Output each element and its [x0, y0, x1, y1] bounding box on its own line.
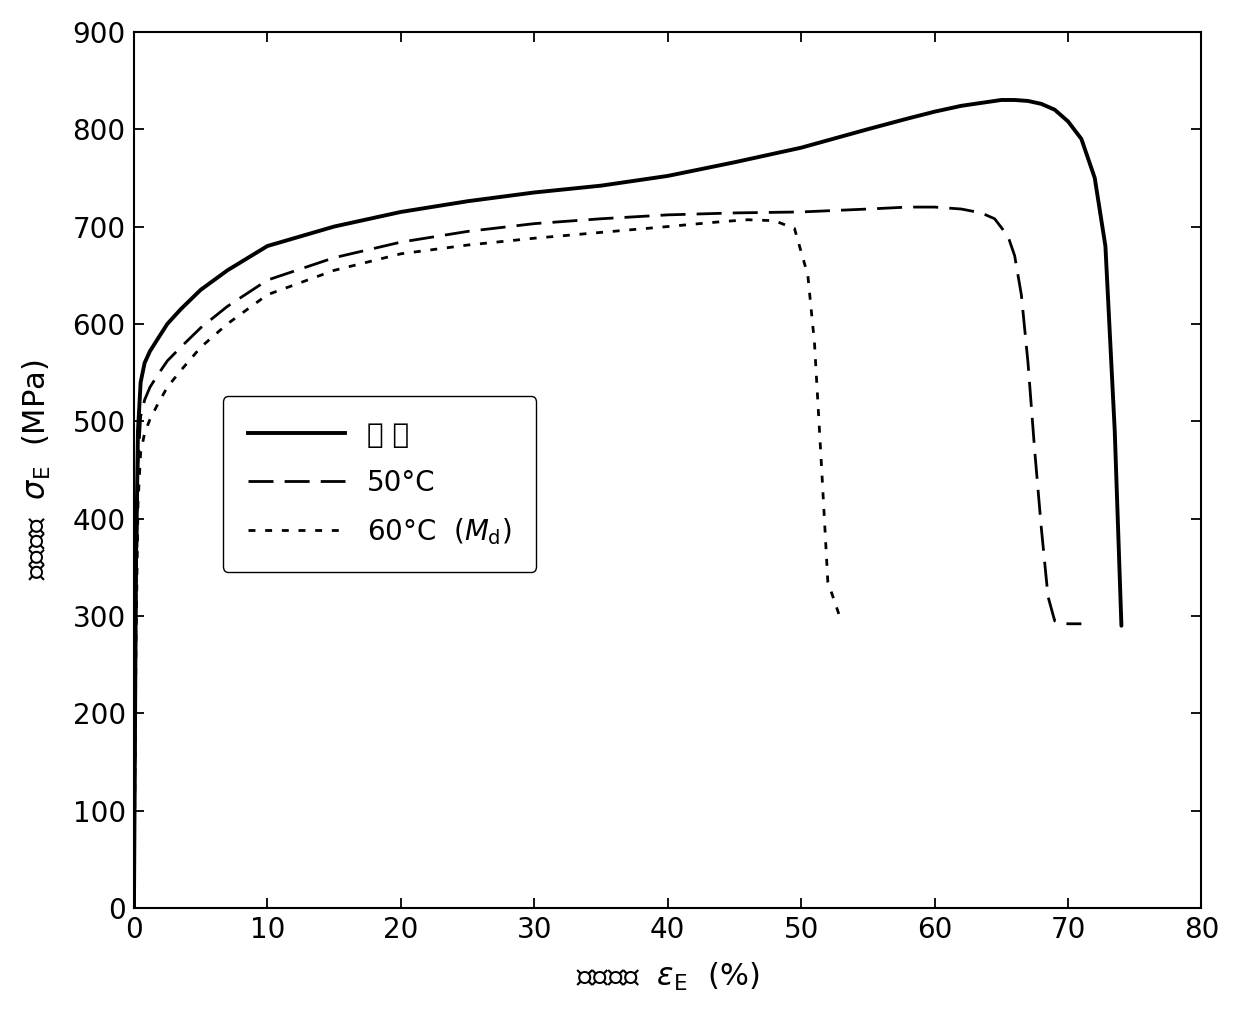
X-axis label: 工程应变  $\varepsilon_{\mathrm{E}}$  (%): 工程应变 $\varepsilon_{\mathrm{E}}$ (%)	[577, 961, 759, 993]
Legend: 室 温, 50°C, 60°C  ($M_{\mathrm{d}}$): 室 温, 50°C, 60°C ($M_{\mathrm{d}}$)	[222, 396, 537, 572]
Y-axis label: 工程应力  $\sigma_{\mathrm{E}}$  (MPa): 工程应力 $\sigma_{\mathrm{E}}$ (MPa)	[21, 360, 53, 580]
